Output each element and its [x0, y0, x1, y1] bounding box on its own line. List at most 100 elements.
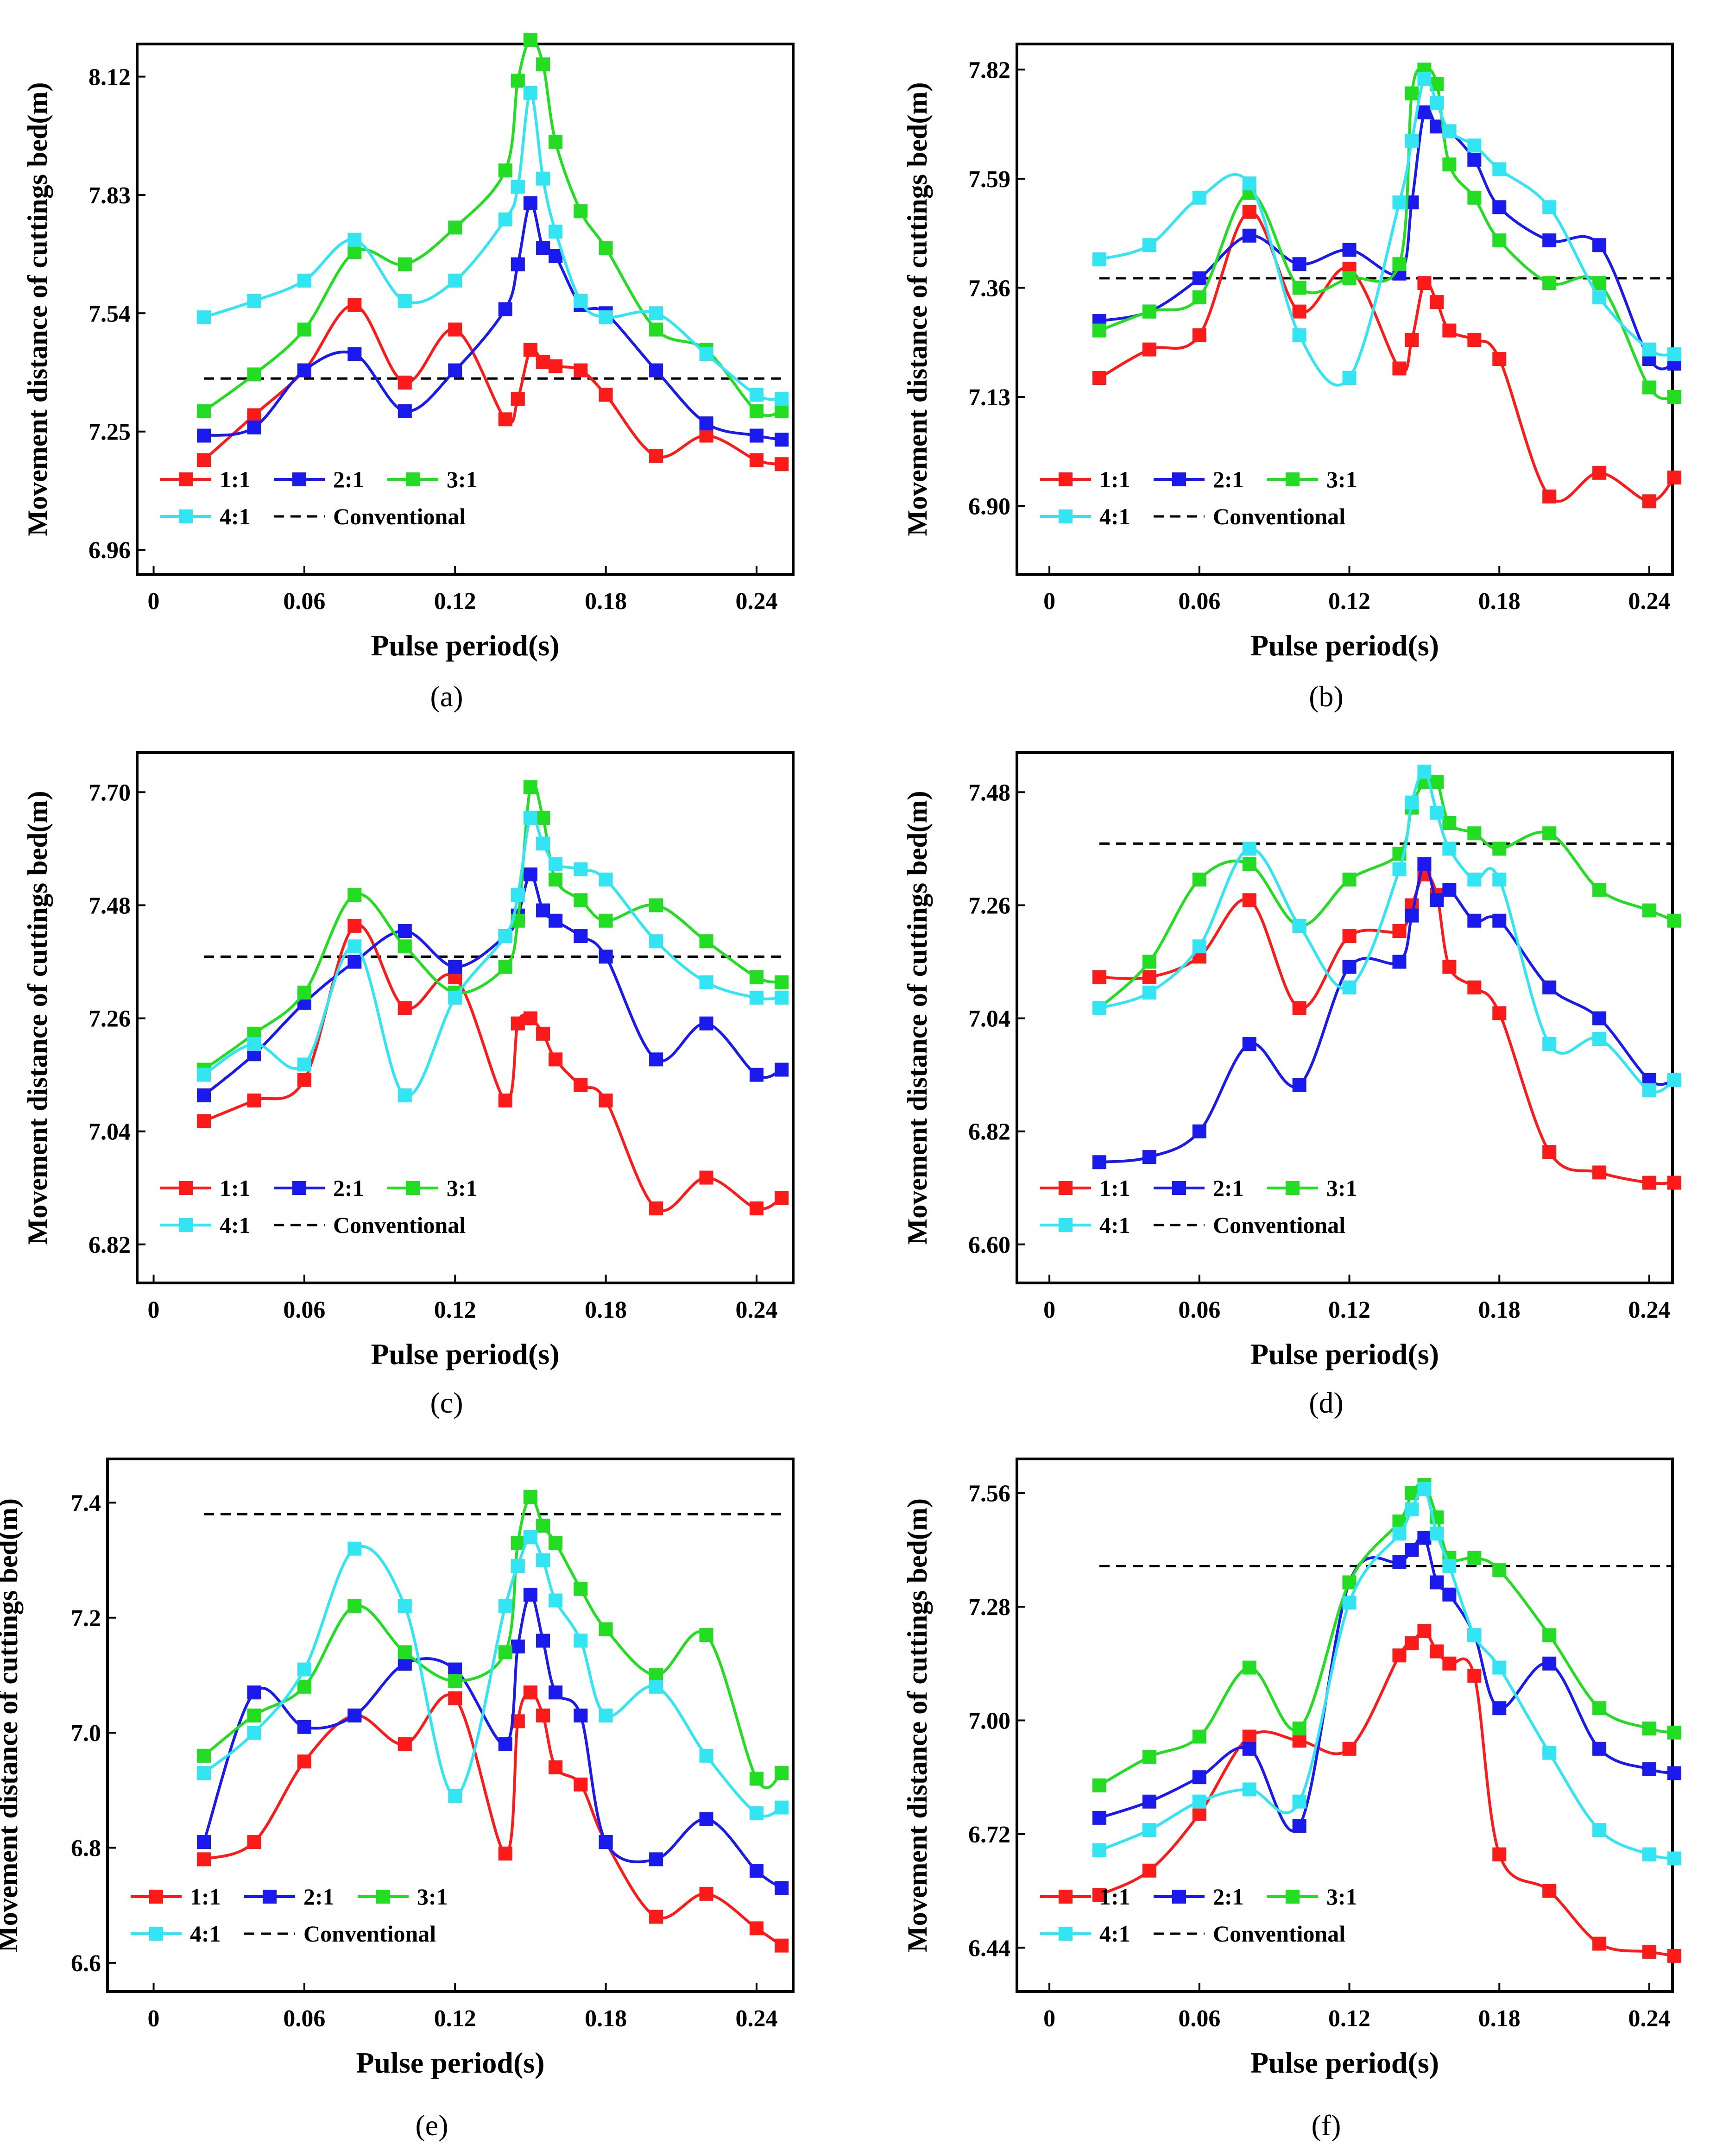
legend-marker — [1172, 472, 1186, 486]
legend-label: Conventional — [1213, 1212, 1345, 1238]
data-point — [1667, 471, 1681, 485]
x-axis-label: Pulse period(s) — [371, 1338, 559, 1370]
data-point — [511, 1536, 525, 1550]
data-point — [347, 1599, 362, 1613]
data-point — [523, 780, 537, 794]
data-point — [1467, 1551, 1482, 1565]
x-tick-label: 0.24 — [736, 588, 778, 615]
data-point — [574, 893, 588, 907]
data-point — [750, 453, 764, 467]
data-point — [1092, 1810, 1106, 1825]
data-point — [574, 929, 588, 943]
data-point — [297, 986, 311, 1000]
y-tick-label: 7.54 — [88, 301, 131, 327]
series-line-3-1 — [203, 1495, 782, 1789]
x-tick-label: 0 — [1043, 588, 1055, 615]
data-point — [649, 322, 663, 337]
series-line-1-1 — [1099, 873, 1675, 1185]
panel-caption: (d) — [1309, 1386, 1344, 1419]
data-point — [599, 388, 613, 402]
y-tick-label: 7.13 — [968, 384, 1010, 411]
data-point — [1242, 1729, 1256, 1744]
data-point — [347, 918, 362, 933]
data-point — [699, 416, 713, 431]
panel-c: 0 0.06 0.12 0.18 0.24 6.82 7.04 7.26 7.48 7.70 Pul… — [22, 751, 795, 1419]
data-point — [1542, 490, 1557, 504]
legend-marker — [1059, 1181, 1073, 1195]
data-point — [448, 273, 462, 288]
data-point — [574, 1582, 588, 1596]
data-point — [498, 929, 512, 943]
panel-caption: (a) — [430, 680, 463, 713]
data-point — [197, 1766, 211, 1780]
x-tick-label: 0.06 — [283, 1297, 325, 1323]
series-line-2-1 — [203, 873, 782, 1097]
data-point — [1405, 1636, 1419, 1650]
data-point — [197, 428, 211, 443]
data-point — [1292, 1734, 1306, 1748]
data-point — [1642, 1083, 1656, 1097]
data-point — [1405, 908, 1419, 923]
data-point — [347, 233, 362, 247]
data-point — [750, 388, 764, 402]
plot-frame — [136, 43, 795, 576]
data-point — [1242, 1660, 1256, 1675]
data-point — [1342, 1575, 1357, 1590]
data-point — [549, 857, 563, 871]
x-tick-label: 0.06 — [1178, 588, 1220, 615]
data-point — [1430, 95, 1444, 110]
legend-label: Conventional — [1213, 1921, 1345, 1947]
data-point — [574, 862, 588, 876]
y-tick-label: 7.2 — [71, 1605, 101, 1632]
data-point — [1242, 842, 1256, 856]
data-point — [398, 294, 412, 308]
data-point — [398, 1599, 412, 1613]
data-point — [536, 1553, 550, 1567]
data-point — [750, 1772, 764, 1786]
data-point — [574, 1708, 588, 1722]
data-point — [1242, 205, 1256, 219]
panel-caption: (b) — [1309, 680, 1344, 713]
data-point — [1642, 1722, 1656, 1736]
data-point — [347, 1708, 362, 1722]
data-point — [1292, 1819, 1306, 1833]
data-point — [1092, 1888, 1106, 1902]
data-point — [1405, 795, 1419, 810]
y-tick-label: 6.82 — [88, 1232, 131, 1258]
x-tick-label: 0.06 — [1178, 2005, 1220, 2032]
data-point — [398, 404, 412, 418]
data-point — [699, 975, 713, 989]
legend-marker — [149, 1927, 163, 1941]
data-point — [1092, 252, 1106, 266]
data-point — [775, 1062, 789, 1077]
series-line-2-1 — [1099, 862, 1675, 1164]
data-point — [549, 249, 563, 263]
legend-label: 4:1 — [1099, 1212, 1130, 1238]
data-point — [536, 355, 550, 369]
legend-marker — [1059, 1218, 1073, 1232]
legend-label: 1:1 — [220, 1175, 251, 1201]
data-point — [549, 135, 563, 149]
data-point — [398, 1645, 412, 1659]
data-point — [649, 449, 663, 463]
data-point — [1192, 328, 1206, 342]
data-point — [1467, 333, 1482, 347]
data-point — [1542, 1884, 1557, 1898]
legend-label: 4:1 — [190, 1921, 221, 1947]
data-point — [574, 1078, 588, 1092]
data-point — [1642, 380, 1656, 395]
data-point — [1592, 290, 1607, 304]
data-point — [1467, 873, 1482, 887]
plot-frame — [1016, 751, 1674, 1284]
data-point — [599, 1622, 613, 1636]
data-point — [536, 1634, 550, 1648]
data-point — [1242, 1741, 1256, 1756]
data-point — [398, 1001, 412, 1015]
data-point — [197, 404, 211, 418]
data-point — [197, 1852, 211, 1867]
data-point — [536, 1708, 550, 1722]
data-point — [1642, 342, 1656, 357]
data-point — [1592, 1165, 1607, 1180]
data-point — [1467, 152, 1482, 167]
